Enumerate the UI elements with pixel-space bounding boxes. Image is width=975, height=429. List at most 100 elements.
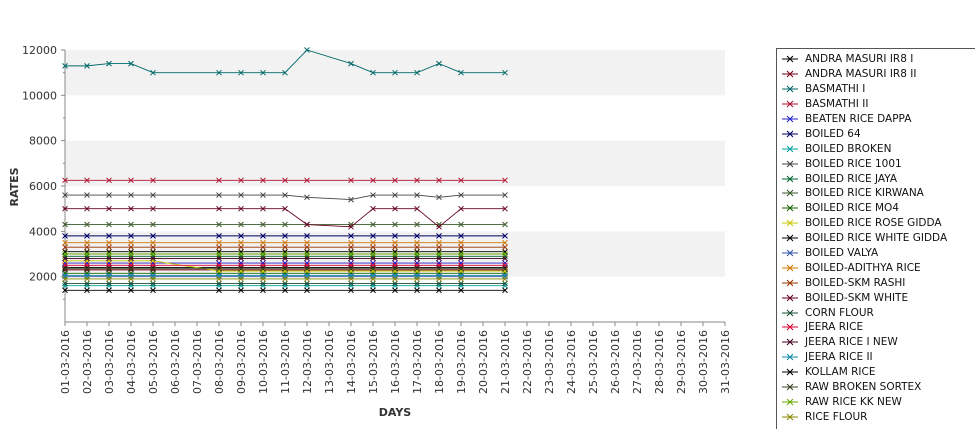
data-point (84, 287, 90, 294)
legend-swatch (782, 175, 798, 182)
legend-label: JEERA RICE II (805, 351, 873, 364)
series-basmathi-ii (62, 177, 508, 184)
legend-label: ANDRA MASURI IR8 I (805, 53, 914, 66)
data-point (282, 280, 288, 287)
data-point (260, 233, 266, 239)
data-point (414, 282, 420, 289)
data-point (436, 282, 442, 289)
data-point (150, 69, 156, 76)
series-boiled-rice-kirwana (62, 221, 508, 228)
data-point (458, 248, 464, 255)
data-point (84, 177, 90, 184)
data-point (436, 223, 442, 230)
data-point (150, 233, 156, 239)
legend-item: BOILED-SKM RASHI (777, 275, 975, 290)
data-point (238, 192, 244, 198)
data-point (458, 69, 464, 76)
data-point (370, 276, 376, 282)
legend-item: BOILED-ADITHYA RICE (777, 260, 975, 275)
data-point (502, 273, 508, 280)
data-point (216, 244, 222, 251)
data-point (348, 244, 354, 251)
data-point (238, 255, 244, 262)
legend-label: BOILED BROKEN (805, 142, 892, 155)
data-point (458, 253, 464, 260)
data-point (502, 221, 508, 228)
series-boiled-skm-white (62, 205, 508, 230)
data-point (502, 265, 508, 272)
data-point (348, 233, 354, 239)
data-point (392, 233, 398, 239)
data-point (238, 248, 244, 255)
data-point (150, 248, 156, 255)
data-point (458, 276, 464, 282)
data-point (150, 177, 156, 184)
data-point (414, 265, 420, 272)
data-point (106, 244, 112, 251)
data-point (436, 194, 442, 201)
data-point (62, 280, 68, 287)
data-point (260, 276, 266, 282)
data-point (62, 205, 68, 212)
legend-item: BOILED RICE KIRWANA (777, 186, 975, 201)
data-point (370, 239, 376, 246)
data-point (348, 268, 354, 274)
data-point (150, 273, 156, 280)
data-point (436, 239, 442, 246)
data-point (150, 287, 156, 294)
data-point (370, 221, 376, 228)
data-point (282, 233, 288, 239)
data-point (238, 287, 244, 294)
x-tick-label: 11-03-2016 (279, 330, 292, 394)
data-point (260, 69, 266, 76)
x-tick-label: 23-03-2016 (543, 330, 556, 394)
data-point (414, 69, 420, 76)
data-point (62, 253, 68, 260)
data-point (304, 255, 310, 262)
data-point (216, 273, 222, 280)
data-point (150, 257, 156, 264)
data-point (128, 273, 134, 280)
legend-swatch (782, 353, 798, 361)
data-point (392, 192, 398, 198)
legend-swatch (782, 56, 798, 63)
data-point (128, 251, 134, 257)
data-point (282, 221, 288, 228)
legend-label: BOILED-SKM RASHI (805, 276, 906, 289)
data-point (436, 244, 442, 251)
data-point (238, 233, 244, 239)
data-point (62, 233, 68, 239)
legend-item: JEERA RICE I NEW (777, 335, 975, 350)
data-point (392, 273, 398, 280)
data-point (128, 257, 134, 264)
data-point (106, 257, 112, 264)
data-point (414, 287, 420, 294)
data-point (62, 248, 68, 255)
data-point (502, 248, 508, 255)
legend-label: BOILED VALYA (805, 247, 879, 260)
data-point (414, 239, 420, 246)
data-point (304, 265, 310, 272)
data-point (106, 273, 112, 280)
data-point (150, 253, 156, 260)
plot-band (65, 140, 725, 186)
data-point (150, 276, 156, 282)
legend-label: BOILED-SKM WHITE (805, 291, 909, 304)
data-point (62, 192, 68, 198)
legend-item: CORN FLOUR (777, 305, 975, 320)
data-point (62, 287, 68, 294)
data-point (370, 253, 376, 260)
data-point (216, 282, 222, 289)
data-point (260, 248, 266, 255)
data-point (106, 221, 112, 228)
series-boiled-valya (62, 273, 508, 280)
data-point (106, 282, 112, 289)
series-kollam-rice (62, 287, 508, 294)
data-point (216, 239, 222, 246)
x-tick-label: 12-03-2016 (301, 330, 314, 394)
data-point (370, 282, 376, 289)
data-point (348, 260, 354, 266)
plot-background-bands (65, 50, 725, 322)
data-point (62, 255, 68, 262)
x-tick-label: 05-03-2016 (147, 330, 160, 394)
